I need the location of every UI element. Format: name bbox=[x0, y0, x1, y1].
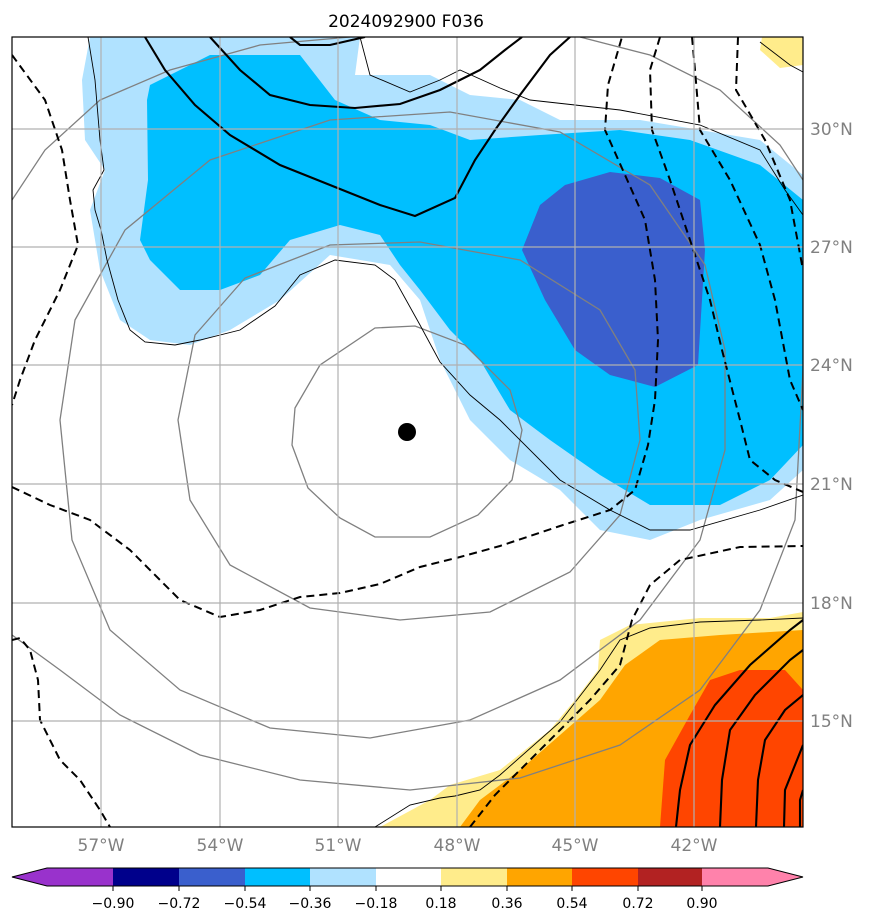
colorbar-swatch bbox=[47, 868, 113, 886]
lat-label: 24°N bbox=[810, 356, 853, 376]
shading-orange-red bbox=[660, 670, 803, 827]
colorbar-tick-label: 0.54 bbox=[556, 896, 587, 912]
map-area bbox=[12, 37, 803, 827]
colorbar-tick-label: −0.18 bbox=[355, 896, 398, 912]
colorbar-outline bbox=[11, 867, 804, 887]
shading-top-right-yellow bbox=[760, 37, 803, 68]
colorbar-tick-label: 0.36 bbox=[491, 896, 522, 912]
thin-black-contours bbox=[87, 37, 803, 827]
solid-black-contours bbox=[144, 37, 803, 827]
colorbar-extend-left bbox=[12, 868, 47, 886]
colorbar-tick-label: 0.90 bbox=[686, 896, 717, 912]
lon-label: 57°W bbox=[78, 836, 125, 856]
latitude-labels: 30°N 27°N 24°N 21°N 18°N 15°N bbox=[810, 120, 853, 732]
lon-label: 54°W bbox=[197, 836, 244, 856]
colorbar-swatch bbox=[245, 868, 310, 886]
map-frame bbox=[11, 36, 804, 828]
colorbar-extend-right bbox=[768, 868, 803, 886]
lat-label: 30°N bbox=[810, 120, 853, 140]
lon-label: 48°W bbox=[434, 836, 481, 856]
colorbar-tick-label: −0.36 bbox=[289, 896, 332, 912]
lon-label: 42°W bbox=[671, 836, 718, 856]
colorbar-swatch bbox=[441, 868, 507, 886]
colorbar-tick-label: −0.54 bbox=[224, 896, 267, 912]
lat-label: 27°N bbox=[810, 238, 853, 258]
colorbar-swatch bbox=[702, 868, 768, 886]
colorbar-swatch bbox=[572, 868, 638, 886]
colorbar-tick-label: −0.90 bbox=[92, 896, 135, 912]
lat-label: 21°N bbox=[810, 475, 853, 495]
colorbar-swatch bbox=[113, 868, 179, 886]
colorbar-tick-label: −0.72 bbox=[158, 896, 201, 912]
map-title: 2024092900 F036 bbox=[328, 12, 484, 32]
longitude-labels: 57°W 54°W 51°W 48°W 45°W 42°W bbox=[78, 836, 718, 856]
storm-center-marker bbox=[398, 423, 416, 441]
colorbar-tick-label: 0.72 bbox=[622, 896, 653, 912]
colorbar-swatch bbox=[310, 868, 376, 886]
dashed-black-contours bbox=[12, 37, 803, 827]
lon-label: 45°W bbox=[552, 836, 599, 856]
lat-label: 15°N bbox=[810, 712, 853, 732]
colorbar-swatch bbox=[179, 868, 245, 886]
colorbar-swatch bbox=[507, 868, 572, 886]
colorbar-swatch bbox=[638, 868, 702, 886]
colorbar: −0.90 −0.72 −0.54 −0.36 −0.18 0.18 0.36 … bbox=[11, 867, 804, 912]
colorbar-tick-label: 0.18 bbox=[425, 896, 456, 912]
shading-royal-blue bbox=[522, 172, 705, 387]
gridlines bbox=[12, 37, 803, 827]
colorbar-ticks bbox=[112, 886, 703, 891]
lat-label: 18°N bbox=[810, 594, 853, 614]
lon-label: 51°W bbox=[315, 836, 362, 856]
colorbar-swatch bbox=[376, 868, 441, 886]
